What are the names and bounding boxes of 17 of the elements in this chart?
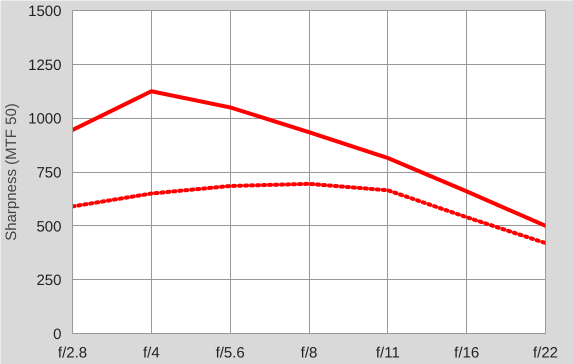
y-tick-label: 1500 bbox=[28, 3, 62, 20]
x-tick-label: f/11 bbox=[376, 344, 400, 362]
x-tick-label: f/16 bbox=[454, 344, 480, 362]
line-series bbox=[72, 89, 546, 228]
y-tick-label: 250 bbox=[36, 272, 62, 290]
x-tick-label: f/4 bbox=[142, 344, 160, 362]
y-axis-title: Sharpness (MTF 50) bbox=[3, 103, 20, 241]
y-tick-label: 500 bbox=[36, 218, 62, 236]
y-tick-label: 1250 bbox=[28, 56, 62, 74]
x-tick-label: f/5.6 bbox=[216, 344, 245, 362]
y-tick-label: 750 bbox=[36, 164, 62, 182]
x-tick-label: f/22 bbox=[532, 344, 558, 362]
line-series bbox=[72, 182, 546, 246]
y-tick-label: 0 bbox=[53, 326, 62, 343]
x-tick-label: f/2.8 bbox=[58, 344, 88, 362]
x-tick-label: f/8 bbox=[300, 344, 318, 362]
y-tick-label: 1000 bbox=[28, 110, 62, 128]
